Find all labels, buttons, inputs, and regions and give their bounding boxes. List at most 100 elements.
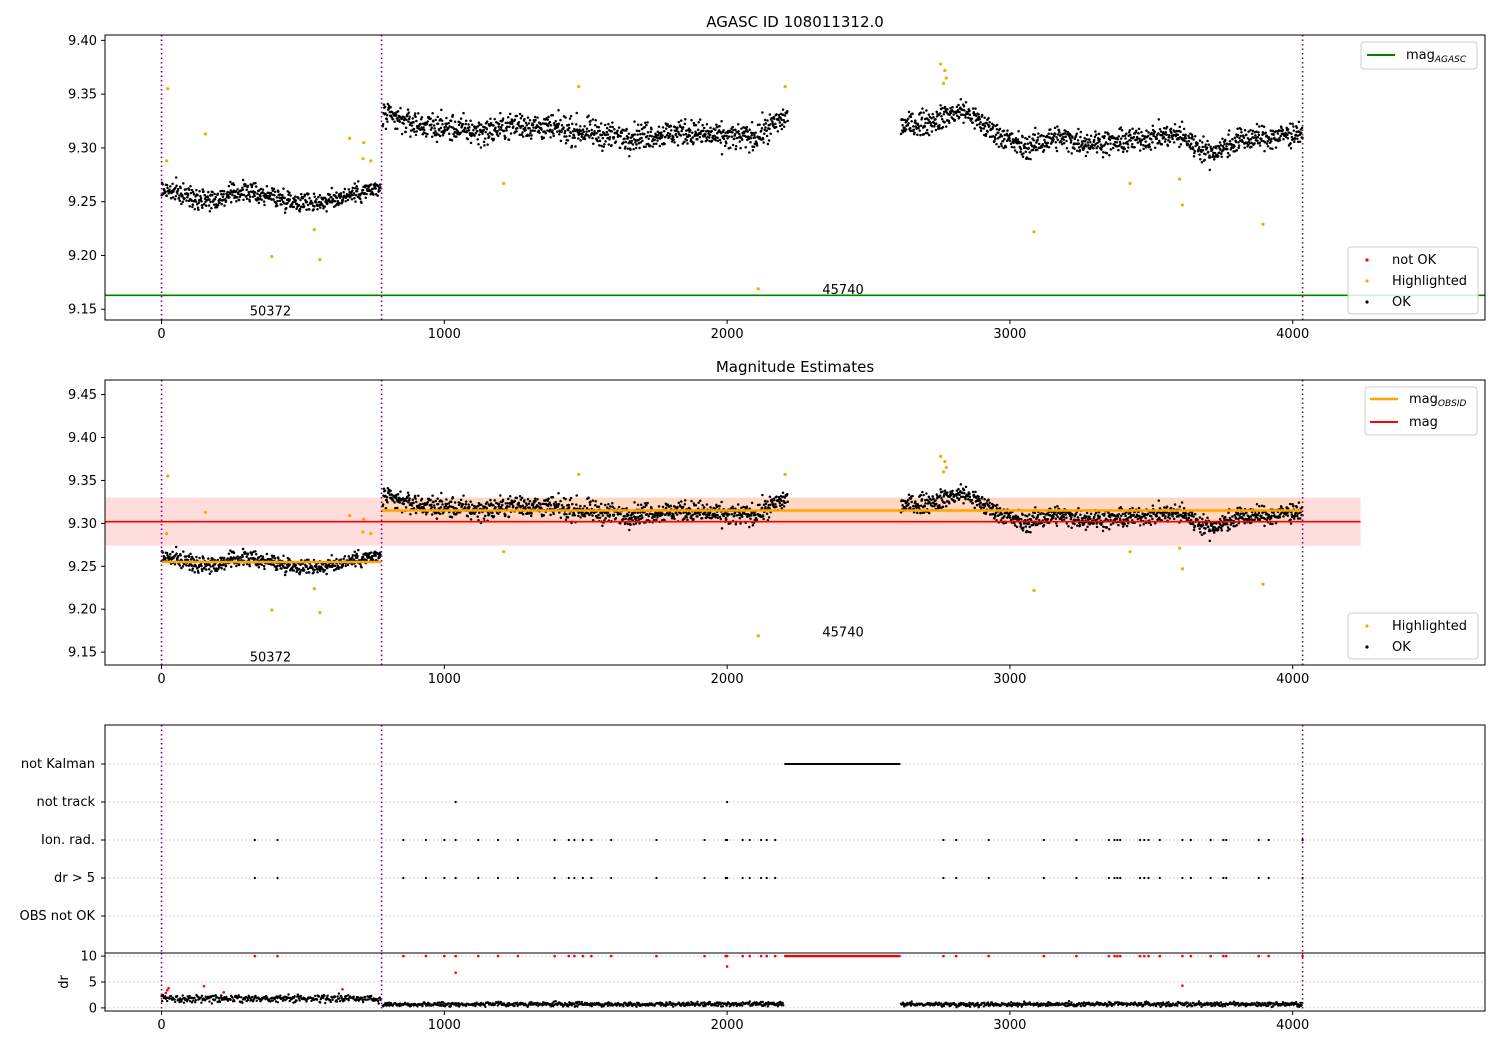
agasc-ok-point xyxy=(531,123,535,126)
mag-ok-point xyxy=(962,502,965,505)
agasc-ok-point xyxy=(610,144,613,147)
mag-ok-point xyxy=(209,565,212,568)
agasc-ok-point xyxy=(482,128,485,132)
mag-ok-point xyxy=(333,564,337,568)
agasc-ok-point xyxy=(583,137,587,141)
mag-ok-point xyxy=(523,499,526,502)
agasc-ok-point xyxy=(1162,136,1166,139)
agasc-ok-point xyxy=(559,118,562,122)
agasc-ok-point xyxy=(650,127,653,131)
agasc-ok-point xyxy=(651,145,654,148)
mag-ok-point xyxy=(285,570,288,573)
agasc-ok-point xyxy=(1022,152,1025,155)
agasc-ok-point xyxy=(447,126,450,130)
agasc-ok-point xyxy=(534,118,537,122)
agasc-ok-point xyxy=(1242,136,1246,140)
mag-ok-point xyxy=(751,524,755,527)
agasc-ok-point xyxy=(1117,148,1120,152)
agasc-ok-point xyxy=(948,121,951,124)
agasc-ok-point xyxy=(228,196,231,199)
mag-ok-point xyxy=(526,497,530,501)
agasc-ok-point xyxy=(961,113,965,116)
agasc-ok-point xyxy=(644,145,647,148)
agasc-ok-point xyxy=(241,178,245,182)
agasc-ok-point xyxy=(726,137,729,140)
agasc-ok-point xyxy=(1065,139,1068,143)
agasc-ok-point xyxy=(526,116,530,119)
agasc-ok-point xyxy=(683,122,687,126)
agasc-ok-point xyxy=(409,135,412,138)
agasc-ok-point xyxy=(325,210,328,213)
mag-ok-point xyxy=(436,497,439,500)
mag-ok-point xyxy=(1101,529,1105,533)
mag-ok-point xyxy=(413,494,417,498)
mag-ok-point xyxy=(344,564,347,568)
mag-ok-point xyxy=(179,553,182,557)
agasc-ok-point xyxy=(501,117,505,120)
agasc-ok-point xyxy=(579,139,582,142)
mag-ok-point xyxy=(940,496,943,500)
agasc-ok-point xyxy=(571,136,574,140)
agasc-ok-point xyxy=(1141,134,1145,138)
agasc-ok-point xyxy=(1239,128,1243,131)
mag-ok-point xyxy=(1065,522,1069,525)
agasc-highlighted-point xyxy=(318,258,322,262)
agasc-ok-point xyxy=(1286,133,1289,137)
mag-ok-point xyxy=(763,499,767,503)
agasc-ok-point xyxy=(496,130,499,133)
mag-ok-point xyxy=(601,514,605,517)
agasc-ok-point xyxy=(1213,151,1217,155)
agasc-ok-point xyxy=(551,113,555,117)
agasc-ok-point xyxy=(1079,135,1082,139)
agasc-ok-point xyxy=(722,137,726,140)
agasc-ok-point xyxy=(1225,145,1228,148)
agasc-ok-point xyxy=(574,145,577,148)
agasc-panel: AGASC ID 108011312.0 0 1000 2000 3000 40009.… xyxy=(68,13,1486,342)
mag-ok-point xyxy=(173,563,177,566)
agasc-ok-point xyxy=(1288,122,1292,125)
mag-ok-point xyxy=(191,567,195,570)
agasc-ok-point xyxy=(506,121,510,125)
mag-ok-point xyxy=(1078,523,1082,527)
agasc-ok-point xyxy=(1119,142,1122,146)
mag-ok-point xyxy=(325,572,328,576)
agasc-ok-point xyxy=(351,186,355,190)
mag-ok-point xyxy=(254,550,257,553)
agasc-ok-point xyxy=(443,129,447,132)
mag-panel: Magnitude Estimates 0 1000 2000 3000 40009.1… xyxy=(68,358,1486,687)
mag-ok-point xyxy=(944,505,948,508)
agasc-ok-point xyxy=(988,124,991,128)
agasc-ok-point xyxy=(777,113,781,117)
agasc-ok-point xyxy=(197,208,200,211)
agasc-ok-point xyxy=(208,209,212,213)
agasc-ytick-label: 9.40 xyxy=(68,34,97,49)
agasc-ok-point xyxy=(229,200,233,204)
agasc-ok-point xyxy=(603,142,606,146)
mag-ok-point xyxy=(242,563,245,567)
agasc-ok-point xyxy=(502,129,506,133)
agasc-ok-point xyxy=(406,113,409,116)
agasc-ok-point xyxy=(468,126,471,129)
agasc-ok-point xyxy=(570,144,574,148)
agasc-ok-point xyxy=(506,116,510,119)
agasc-ok-point xyxy=(984,134,988,138)
mag-ok-point xyxy=(210,570,213,573)
agasc-ok-point xyxy=(519,116,523,120)
agasc-lines-layer xyxy=(105,35,1485,320)
agasc-ok-point xyxy=(630,141,633,145)
agasc-ok-point xyxy=(594,123,597,127)
agasc-ok-point xyxy=(445,122,449,125)
agasc-ok-point xyxy=(783,114,787,117)
agasc-ok-point xyxy=(211,190,214,194)
mag-ok-point xyxy=(508,494,512,498)
mag-ok-point xyxy=(378,556,381,559)
agasc-ok-point xyxy=(919,133,922,137)
mag-ok-point xyxy=(497,503,501,506)
mag-ok-point xyxy=(733,514,736,518)
agasc-ok-point xyxy=(384,112,387,115)
agasc-ok-point xyxy=(1077,142,1081,145)
agasc-ok-point xyxy=(683,117,687,121)
agasc-ok-point xyxy=(949,111,953,115)
agasc-ok-point xyxy=(1125,132,1128,136)
mag-ok-point xyxy=(765,512,769,516)
